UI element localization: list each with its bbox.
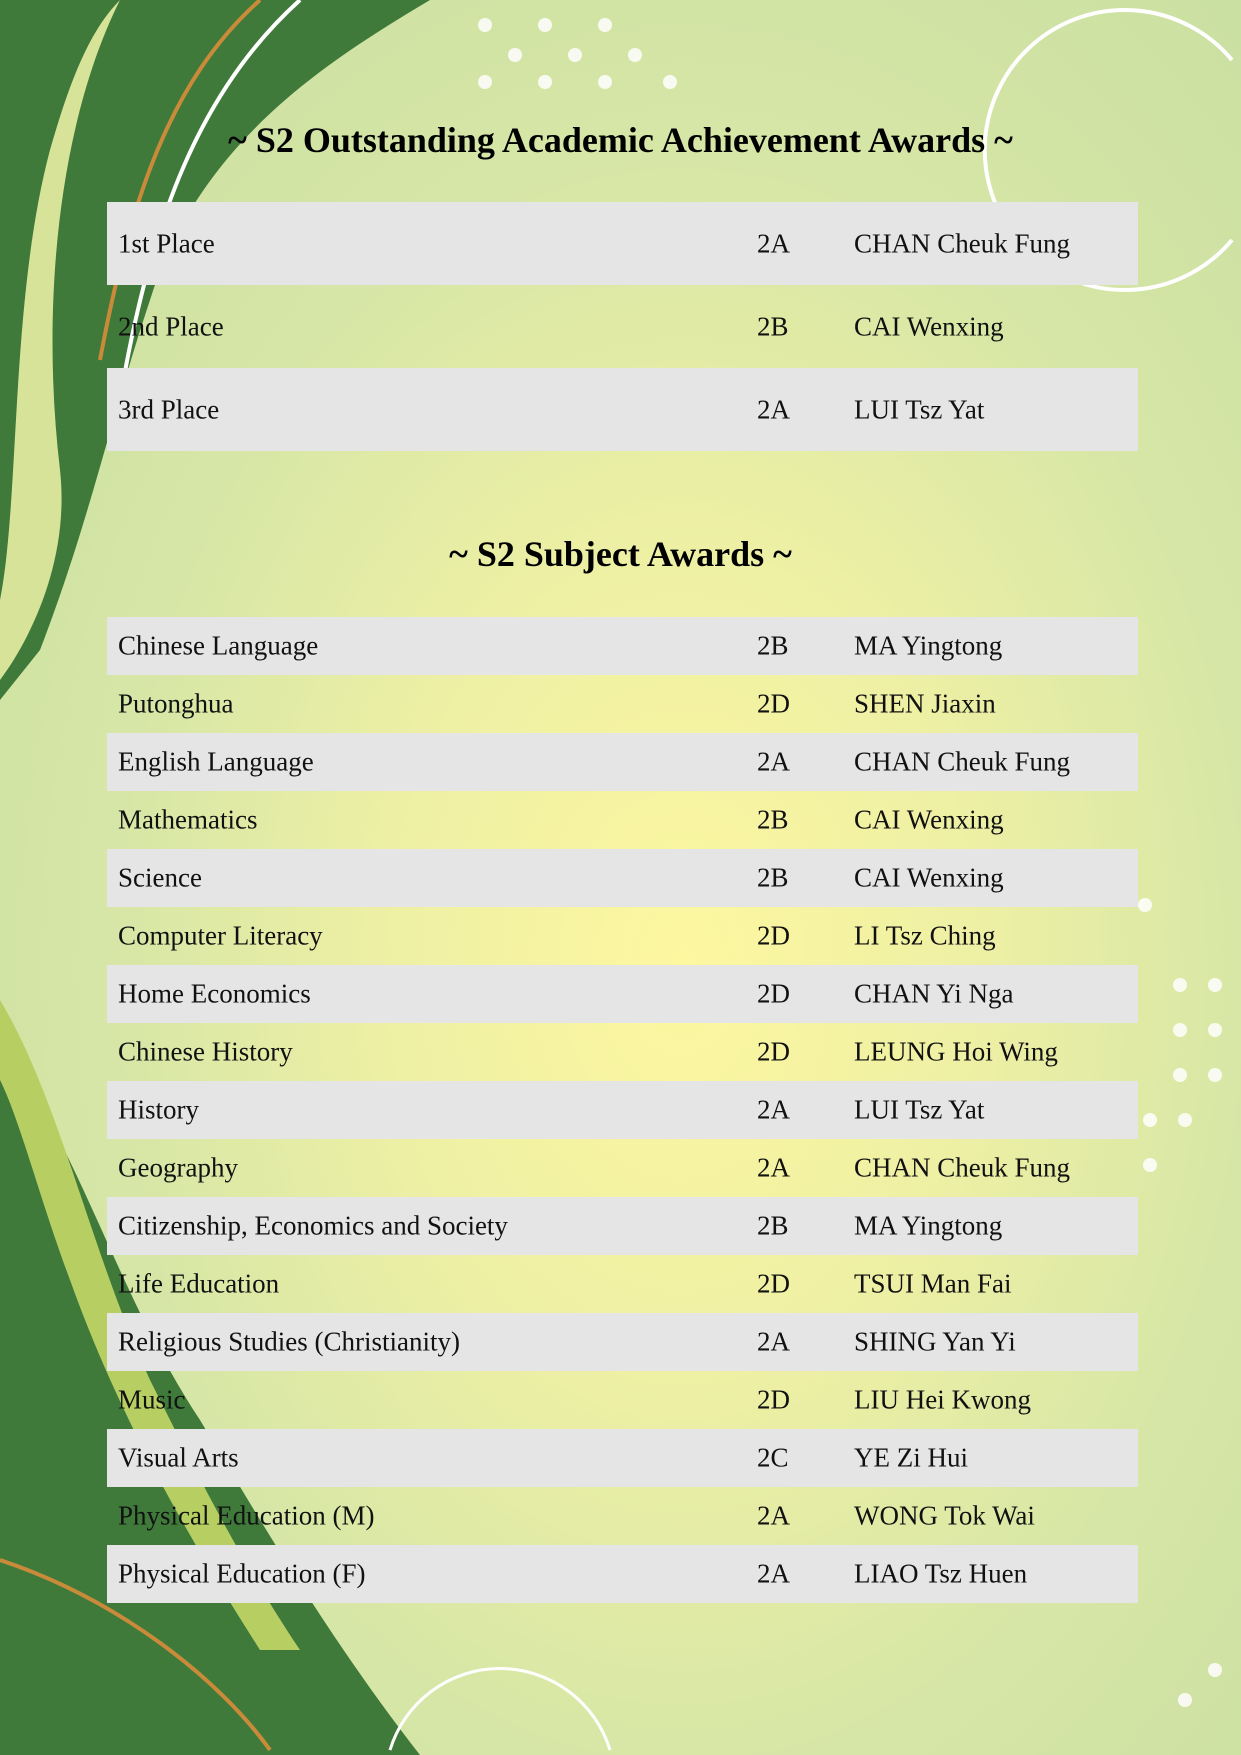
table-row: Geography 2A CHAN Cheuk Fung xyxy=(107,1139,1138,1197)
student-name: LUI Tsz Yat xyxy=(854,394,985,424)
award-name: Physical Education (F) xyxy=(118,1558,366,1589)
student-name: SHING Yan Yi xyxy=(854,1326,1016,1357)
award-name: Life Education xyxy=(118,1268,280,1299)
class-name: 2D xyxy=(757,688,790,719)
class-name: 2B xyxy=(757,804,789,835)
table-row: 3rd Place 2A LUI Tsz Yat xyxy=(107,368,1138,451)
award-name: Geography xyxy=(118,1152,238,1183)
table-row: Religious Studies (Christianity) 2A SHING … xyxy=(107,1313,1138,1371)
table-row: Mathematics 2B CAI Wenxing xyxy=(107,791,1138,849)
award-name: Chinese Language xyxy=(118,630,319,661)
class-name: 2A xyxy=(757,228,790,258)
student-name: YE Zi Hui xyxy=(854,1442,968,1473)
class-name: 2B xyxy=(757,862,789,893)
award-name: Music xyxy=(118,1384,186,1415)
class-name: 2A xyxy=(757,746,790,777)
table-row: History 2A LUI Tsz Yat xyxy=(107,1081,1138,1139)
class-name: 2A xyxy=(757,1558,790,1589)
student-name: MA Yingtong xyxy=(854,630,1003,661)
student-name: CHAN Yi Nga xyxy=(854,978,1014,1009)
student-name: LUI Tsz Yat xyxy=(854,1094,985,1125)
student-name: CAI Wenxing xyxy=(854,311,1004,341)
class-name: 2A xyxy=(757,1094,790,1125)
class-name: 2B xyxy=(757,630,789,661)
award-name: Religious Studies (Christianity) xyxy=(118,1326,460,1357)
subject-awards-title: ~ S2 Subject Awards ~ xyxy=(449,534,792,574)
class-name: 2D xyxy=(757,1268,790,1299)
award-name: Computer Literacy xyxy=(118,920,323,951)
table-row: Physical Education (F) 2A LIAO Tsz Huen xyxy=(107,1545,1138,1603)
table-row: 2nd Place 2B CAI Wenxing xyxy=(107,285,1138,368)
table-row: 1st Place 2A CHAN Cheuk Fung xyxy=(107,202,1138,285)
class-name: 2C xyxy=(757,1442,789,1473)
outstanding-awards-title: ~ S2 Outstanding Academic Achievement Aw… xyxy=(228,120,1013,160)
subject-awards-table: Chinese Language 2B MA Yingtong Putonghua 2D… xyxy=(107,617,1138,1603)
student-name: CHAN Cheuk Fung xyxy=(854,746,1071,777)
student-name: TSUI Man Fai xyxy=(854,1268,1012,1299)
student-name: CHAN Cheuk Fung xyxy=(854,228,1071,258)
award-name: Science xyxy=(118,862,202,893)
table-row: English Language 2A CHAN Cheuk Fung xyxy=(107,733,1138,791)
table-row: Chinese History 2D LEUNG Hoi Wing xyxy=(107,1023,1138,1081)
table-row: Citizenship, Economics and Society 2B MA Y… xyxy=(107,1197,1138,1255)
table-row: Science 2B CAI Wenxing xyxy=(107,849,1138,907)
award-name: Mathematics xyxy=(118,804,258,835)
outstanding-awards-table: 1st Place 2A CHAN Cheuk Fung 2nd Place 2B CAI… xyxy=(107,202,1138,451)
award-name: Chinese History xyxy=(118,1036,293,1067)
award-name: Physical Education (M) xyxy=(118,1500,375,1531)
student-name: LIU Hei Kwong xyxy=(854,1384,1031,1415)
table-row: Life Education 2D TSUI Man Fai xyxy=(107,1255,1138,1313)
award-name: Citizenship, Economics and Society xyxy=(118,1210,508,1241)
award-name: Putonghua xyxy=(118,688,234,719)
class-name: 2B xyxy=(757,311,789,341)
award-name: 2nd Place xyxy=(118,311,224,341)
student-name: SHEN Jiaxin xyxy=(854,688,996,719)
class-name: 2A xyxy=(757,1152,790,1183)
award-name: English Language xyxy=(118,746,314,777)
student-name: MA Yingtong xyxy=(854,1210,1003,1241)
award-name: Home Economics xyxy=(118,978,311,1009)
award-name: 1st Place xyxy=(118,228,215,258)
class-name: 2D xyxy=(757,920,790,951)
table-row: Chinese Language 2B MA Yingtong xyxy=(107,617,1138,675)
class-name: 2D xyxy=(757,1036,790,1067)
student-name: CAI Wenxing xyxy=(854,804,1004,835)
student-name: WONG Tok Wai xyxy=(854,1500,1035,1531)
table-row: Putonghua 2D SHEN Jiaxin xyxy=(107,675,1138,733)
award-name: 3rd Place xyxy=(118,394,220,424)
student-name: CHAN Cheuk Fung xyxy=(854,1152,1071,1183)
student-name: LEUNG Hoi Wing xyxy=(854,1036,1058,1067)
award-name: Visual Arts xyxy=(118,1442,239,1473)
class-name: 2A xyxy=(757,1326,790,1357)
table-row: Home Economics 2D CHAN Yi Nga xyxy=(107,965,1138,1023)
class-name: 2D xyxy=(757,978,790,1009)
table-row: Music 2D LIU Hei Kwong xyxy=(107,1371,1138,1429)
table-row: Visual Arts 2C YE Zi Hui xyxy=(107,1429,1138,1487)
table-row: Physical Education (M) 2A WONG Tok Wai xyxy=(107,1487,1138,1545)
table-row: Computer Literacy 2D LI Tsz Ching xyxy=(107,907,1138,965)
student-name: LIAO Tsz Huen xyxy=(854,1558,1028,1589)
class-name: 2A xyxy=(757,394,790,424)
award-name: History xyxy=(118,1094,199,1125)
class-name: 2B xyxy=(757,1210,789,1241)
student-name: CAI Wenxing xyxy=(854,862,1004,893)
class-name: 2A xyxy=(757,1500,790,1531)
class-name: 2D xyxy=(757,1384,790,1415)
student-name: LI Tsz Ching xyxy=(854,920,996,951)
